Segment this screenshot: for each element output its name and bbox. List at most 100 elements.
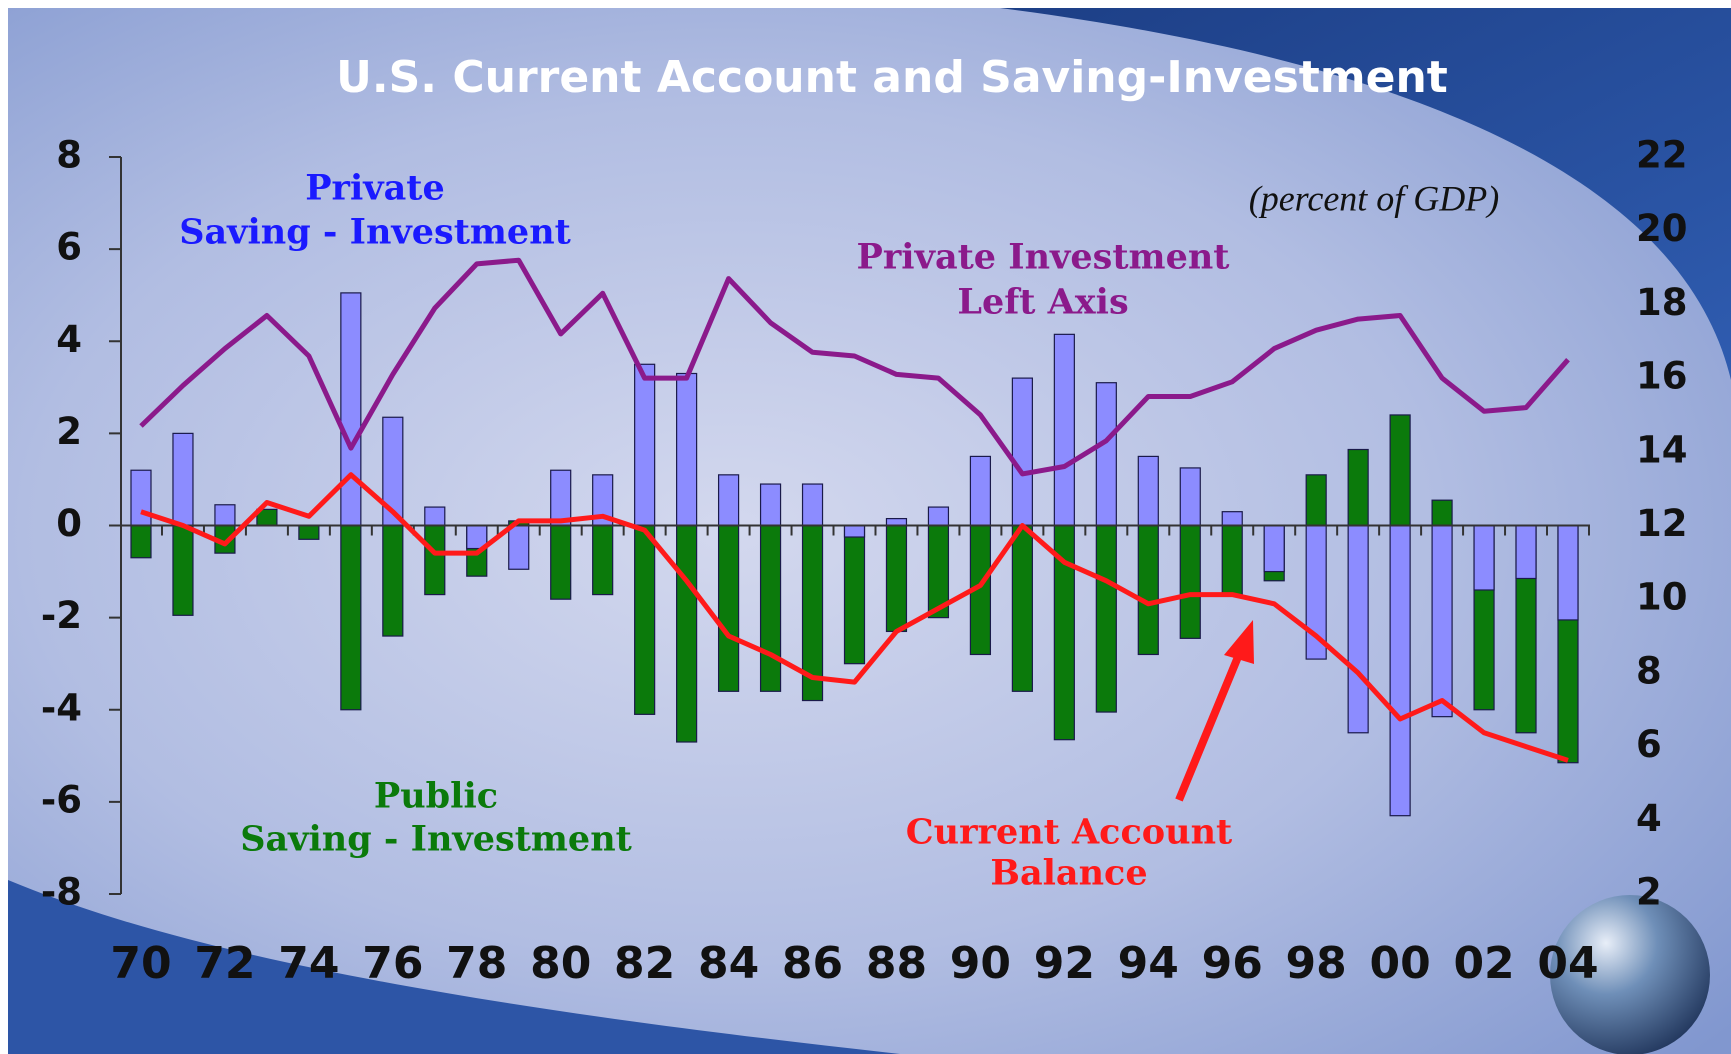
- bar: [759, 483, 782, 527]
- chart-title: U.S. Current Account and Saving-Investme…: [336, 52, 1448, 103]
- x-tick-label: 96: [1202, 938, 1263, 989]
- bar: [1137, 524, 1159, 656]
- bar: [298, 524, 320, 540]
- bar: [1473, 524, 1495, 591]
- x-tick-label: 80: [530, 938, 591, 989]
- bar: [1557, 524, 1579, 621]
- y-tick-label: 6: [56, 226, 82, 269]
- bar: [130, 469, 152, 527]
- series-label: Current Account: [906, 812, 1232, 853]
- bar: [340, 524, 362, 711]
- bar: [1263, 524, 1285, 573]
- bar: [759, 524, 782, 692]
- bar: [1053, 333, 1075, 527]
- bar: [1347, 448, 1369, 527]
- bar: [843, 524, 866, 665]
- bar: [969, 455, 992, 527]
- bar: [340, 292, 362, 527]
- background-swoosh: [1000, 8, 1731, 380]
- x-tick-label: 88: [866, 938, 927, 989]
- bar: [1515, 524, 1537, 580]
- y2-tick-label: 6: [1636, 723, 1662, 766]
- y-tick-label: -2: [41, 594, 82, 637]
- bar: [424, 524, 446, 596]
- y2-tick-label: 14: [1636, 428, 1688, 471]
- x-tick-label: 72: [194, 938, 255, 989]
- line-series: [139, 257, 1570, 477]
- bar: [1179, 467, 1201, 527]
- y2-tick-label: 8: [1636, 649, 1662, 692]
- bar: [550, 524, 572, 600]
- y2-tick-label: 10: [1636, 576, 1688, 619]
- x-tick-label: 04: [1537, 938, 1598, 989]
- bar: [927, 506, 950, 527]
- x-tick-label: 70: [110, 938, 171, 989]
- y2-tick-label: 4: [1636, 797, 1662, 840]
- bar: [1011, 524, 1033, 692]
- bar: [550, 469, 572, 527]
- bar: [634, 363, 656, 527]
- bar: [1389, 524, 1411, 817]
- series-label: Private: [305, 168, 445, 209]
- y2-tick-label: 2: [1636, 871, 1662, 914]
- series-label: Left Axis: [957, 282, 1128, 323]
- background: [8, 8, 1731, 1054]
- bar: [382, 524, 404, 637]
- x-tick-label: 82: [614, 938, 675, 989]
- y2-tick-label: 12: [1636, 502, 1688, 545]
- bar: [634, 524, 656, 715]
- note: (percent of GDP): [1249, 178, 1500, 218]
- bar: [424, 506, 446, 527]
- x-tick-label: 78: [446, 938, 507, 989]
- series-label: Balance: [990, 853, 1147, 894]
- bar: [1179, 524, 1201, 639]
- bar: [214, 504, 236, 527]
- series-label: Saving - Investment: [240, 819, 632, 860]
- x-tick-label: 02: [1453, 938, 1514, 989]
- bar: [1347, 524, 1369, 734]
- y-tick-label: 8: [56, 134, 82, 177]
- bar: [717, 474, 740, 527]
- bar: [1305, 474, 1327, 527]
- x-tick-label: 90: [950, 938, 1011, 989]
- annotation-arrowhead: [1224, 620, 1254, 664]
- x-tick-label: 86: [782, 938, 843, 989]
- bar: [1137, 455, 1159, 527]
- bar: [843, 524, 866, 538]
- bar: [1095, 524, 1117, 713]
- y-tick-label: 4: [56, 318, 82, 361]
- y-tick-label: 2: [56, 410, 82, 453]
- series-label: Private Investment: [857, 237, 1230, 278]
- x-tick-label: 92: [1034, 938, 1095, 989]
- bar: [1431, 499, 1453, 527]
- bar: [592, 524, 614, 596]
- bar: [676, 372, 698, 527]
- y-tick-label: -6: [41, 778, 82, 821]
- bar: [1431, 524, 1453, 718]
- x-tick-label: 84: [698, 938, 759, 989]
- bar: [801, 483, 824, 527]
- bar: [130, 524, 152, 559]
- y2-tick-label: 18: [1636, 281, 1688, 324]
- y2-tick-label: 20: [1636, 207, 1688, 250]
- bar: [1389, 414, 1411, 527]
- background-swoosh: [8, 880, 900, 1054]
- series-label: Public: [374, 776, 498, 817]
- bar: [172, 432, 194, 527]
- x-tick-label: 00: [1370, 938, 1431, 989]
- x-tick-label: 94: [1118, 938, 1179, 989]
- annotation-arrow: [1175, 650, 1244, 802]
- bar: [717, 524, 740, 692]
- y2-tick-label: 22: [1636, 134, 1688, 177]
- bar: [885, 517, 908, 527]
- x-tick-label: 76: [362, 938, 423, 989]
- bar: [1095, 382, 1117, 527]
- globe-icon: [1550, 895, 1710, 1054]
- y-tick-label: -4: [41, 686, 82, 729]
- bar: [1011, 377, 1033, 527]
- bar: [885, 524, 908, 633]
- bar: [508, 524, 530, 570]
- bar: [676, 524, 698, 743]
